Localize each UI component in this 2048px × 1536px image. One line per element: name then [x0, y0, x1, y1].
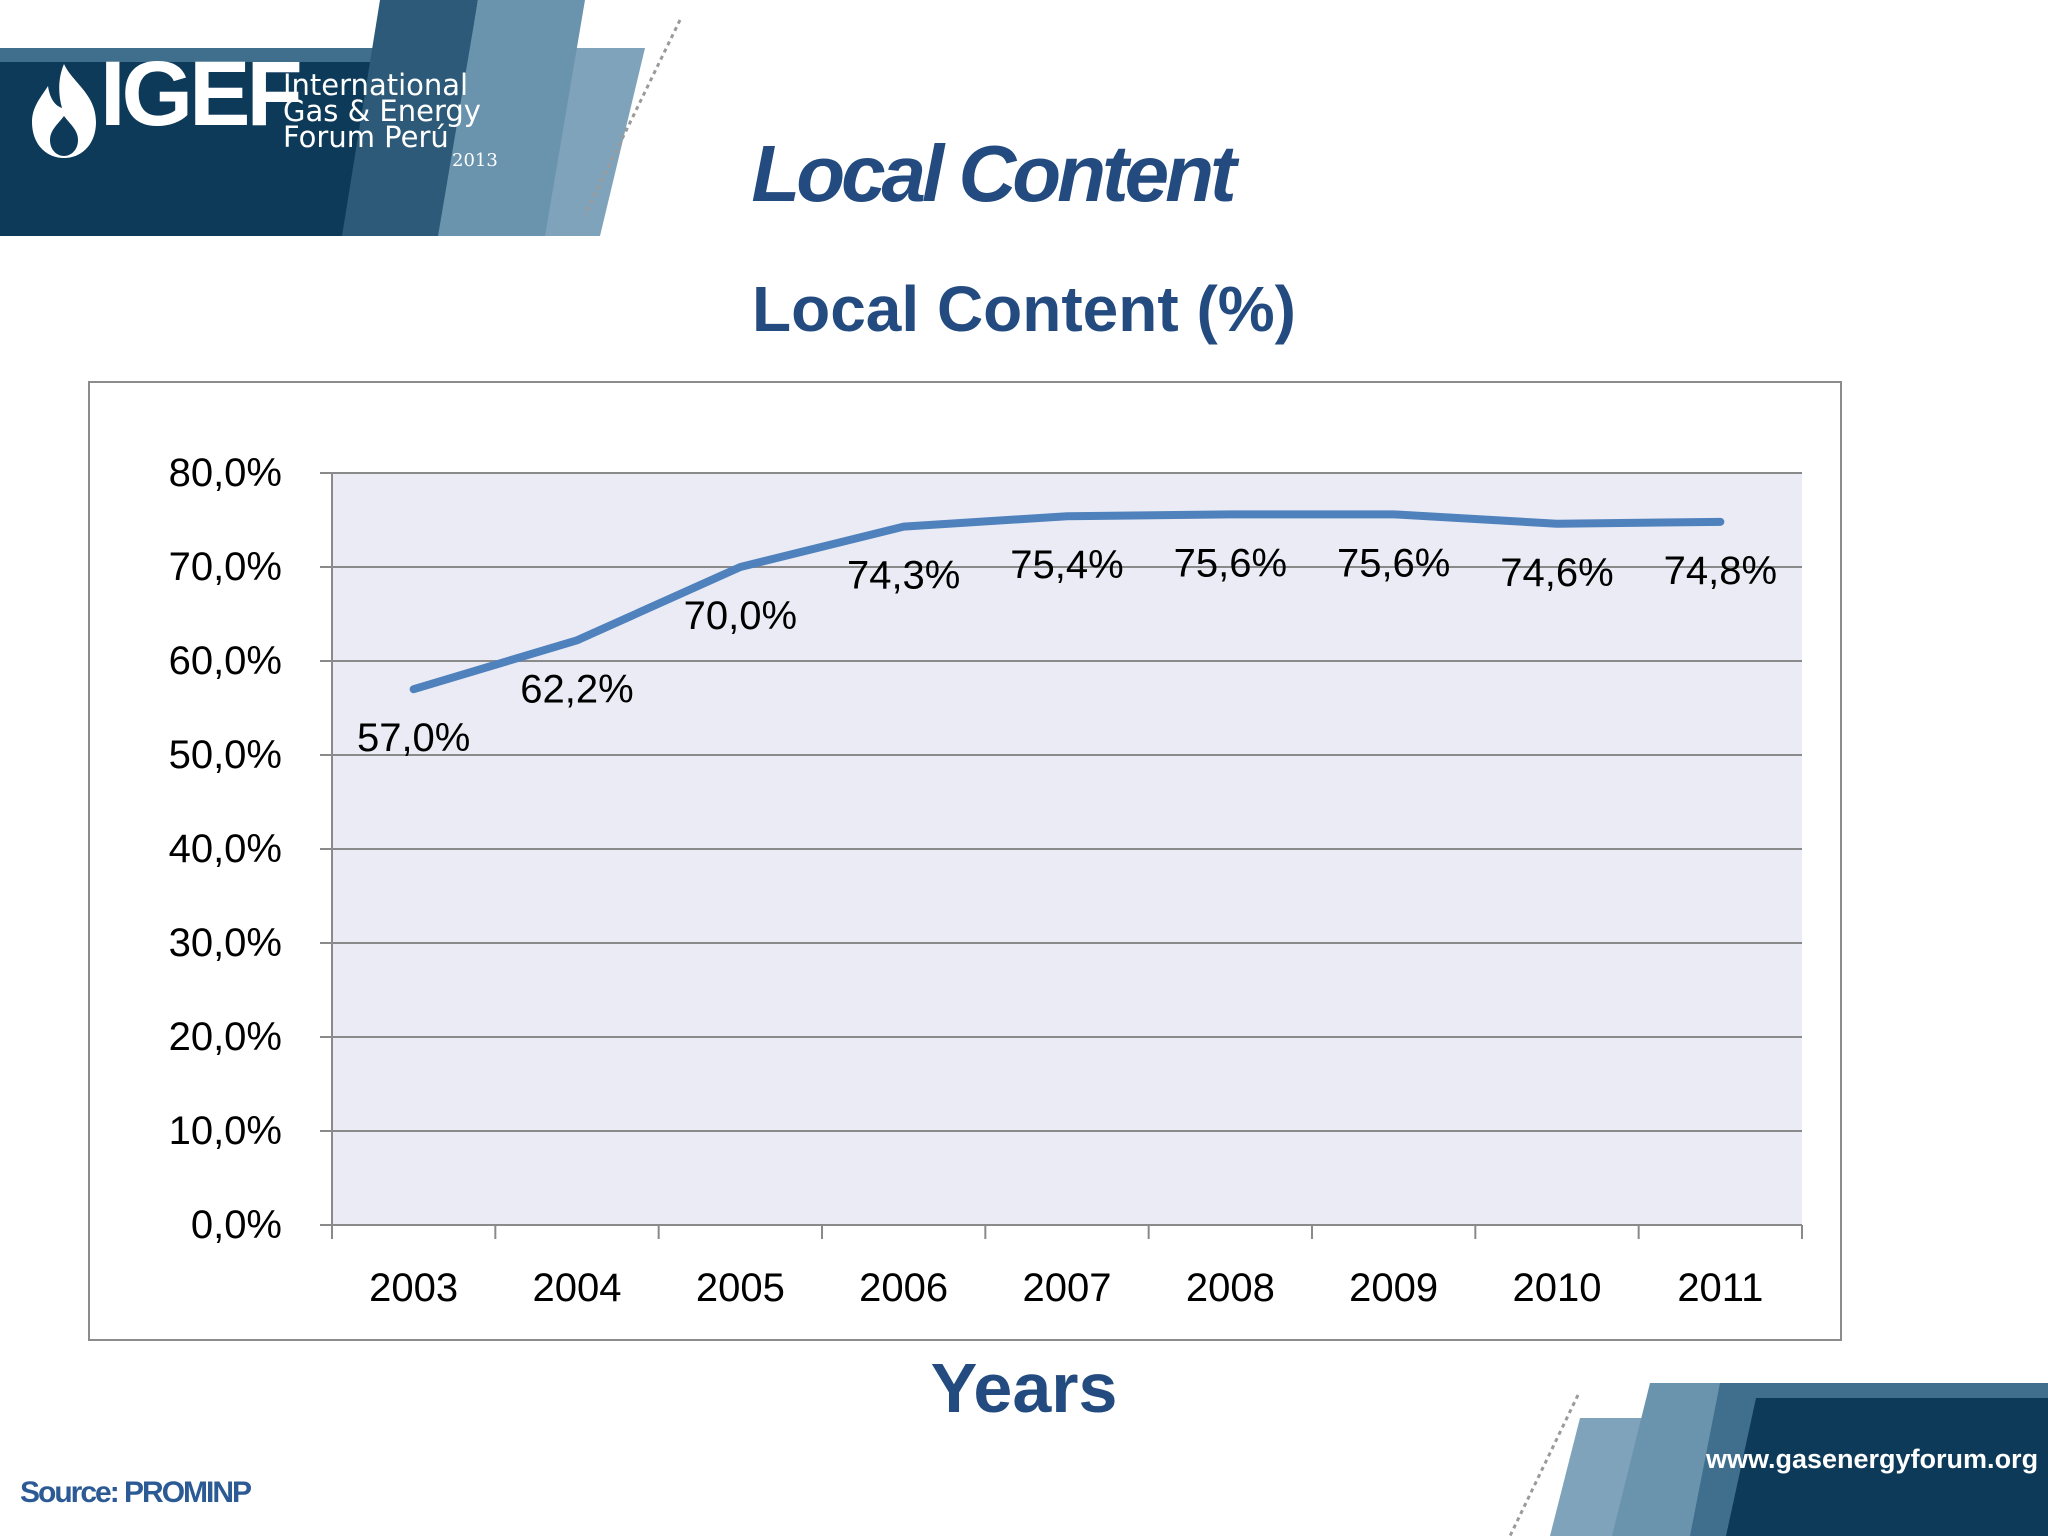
x-tick-label: 2011 — [1677, 1266, 1763, 1310]
slide-title: Local Content — [0, 128, 2048, 220]
logo-line-3: Forum Perú — [283, 120, 449, 154]
data-point — [902, 525, 905, 528]
data-point — [1556, 522, 1558, 525]
x-tick-label: 2010 — [1513, 1266, 1602, 1310]
y-tick-label: 80,0% — [169, 451, 282, 495]
data-label: 75,6% — [1174, 541, 1287, 585]
data-point — [1392, 513, 1395, 516]
logo-year: 2013 — [452, 150, 498, 171]
website-link[interactable]: www.gasenergyforum.org — [1706, 1444, 2039, 1474]
flame-icon — [32, 64, 96, 158]
y-tick-label: 40,0% — [169, 827, 282, 871]
data-point — [412, 688, 415, 691]
y-tick-label: 0,0% — [191, 1203, 282, 1247]
y-tick-label: 60,0% — [169, 639, 282, 683]
x-tick-label: 2009 — [1349, 1266, 1438, 1310]
data-label: 74,3% — [847, 554, 960, 598]
data-point — [1719, 520, 1722, 523]
data-label: 70,0% — [684, 594, 797, 638]
data-point — [1229, 513, 1232, 516]
x-axis-title: Years — [930, 1349, 1118, 1427]
y-tick-label: 70,0% — [169, 545, 282, 589]
data-point — [576, 639, 578, 642]
data-label: 62,2% — [520, 667, 633, 711]
logo-mark: IGEF — [100, 43, 303, 145]
line-chart: 0,0% 10,0% 20,0% 30,0% 40,0% 50,0% 60,0% 70,0% 8… — [169, 451, 1803, 1310]
y-tick-label: 10,0% — [169, 1109, 282, 1153]
data-label: 57,0% — [357, 716, 470, 760]
slide-title-text: Local Content — [751, 129, 1236, 218]
x-tick-label: 2006 — [859, 1266, 948, 1310]
x-tick-label: 2003 — [369, 1266, 458, 1310]
logo-line-1: International — [283, 68, 469, 102]
x-tick-label: 2005 — [696, 1266, 785, 1310]
y-tick-label: 50,0% — [169, 733, 282, 777]
source-note: Source: PROMINP — [20, 1476, 252, 1509]
y-tick-label: 30,0% — [169, 921, 282, 965]
data-point — [1066, 515, 1068, 518]
y-tick-label: 20,0% — [169, 1015, 282, 1059]
x-tick-label: 2007 — [1023, 1266, 1112, 1310]
logo-text: International Gas & Energy Forum Perú — [283, 68, 481, 154]
x-tick-label: 2004 — [533, 1266, 622, 1310]
chart-frame: 0,0% 10,0% 20,0% 30,0% 40,0% 50,0% 60,0% 70,0% 8… — [88, 381, 1842, 1341]
x-tick-label: 2008 — [1186, 1266, 1275, 1310]
chart-title: Local Content (%) — [752, 273, 1296, 345]
data-label: 74,8% — [1664, 549, 1777, 593]
data-label: 75,4% — [1010, 543, 1123, 587]
data-point — [739, 566, 742, 568]
logo-line-2: Gas & Energy — [283, 94, 481, 128]
header-band — [0, 0, 682, 236]
data-label: 75,6% — [1337, 541, 1450, 585]
data-label: 74,6% — [1500, 551, 1613, 595]
